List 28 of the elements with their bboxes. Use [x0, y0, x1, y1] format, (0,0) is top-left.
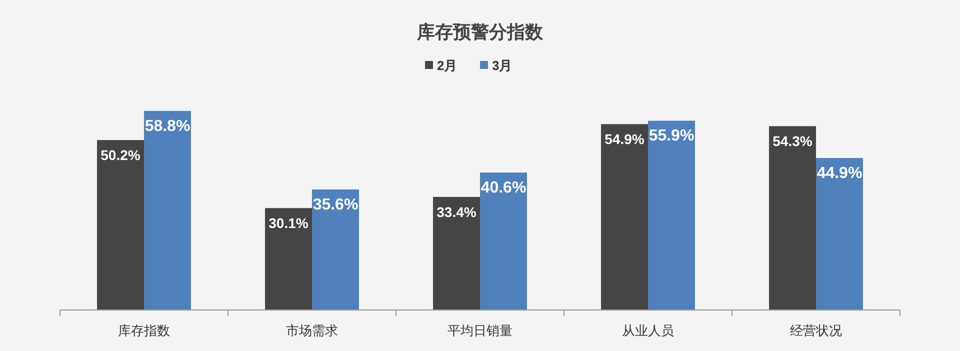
- bar: [433, 196, 480, 310]
- x-tick-label: 从业人员: [622, 323, 674, 338]
- bar: [480, 172, 527, 310]
- x-tick-label: 库存指数: [118, 323, 170, 338]
- data-label: 44.9%: [816, 164, 862, 182]
- data-label: 35.6%: [312, 196, 358, 214]
- bar: [265, 208, 312, 310]
- data-label: 54.3%: [772, 133, 813, 150]
- bar: [601, 124, 648, 310]
- bar: [648, 120, 695, 310]
- x-tick-label: 平均日销量: [448, 323, 512, 338]
- legend-label: 3月: [492, 58, 512, 73]
- data-label: 54.9%: [604, 131, 645, 148]
- x-tick-label: 经营状况: [790, 323, 842, 338]
- bar: [144, 110, 191, 310]
- bar: [769, 126, 816, 310]
- data-label: 55.9%: [648, 128, 694, 145]
- x-tick-label: 市场需求: [286, 323, 338, 338]
- bar: [816, 158, 863, 310]
- data-label: 33.4%: [436, 204, 477, 220]
- data-label: 40.6%: [480, 180, 526, 197]
- bar: [312, 189, 359, 310]
- data-label: 30.1%: [268, 215, 309, 232]
- legend-label: 2月: [437, 58, 458, 73]
- chart-title: 库存预警分指数: [416, 22, 544, 42]
- data-label: 50.2%: [100, 147, 141, 164]
- bar: [97, 140, 144, 310]
- data-label: 58.8%: [144, 118, 190, 135]
